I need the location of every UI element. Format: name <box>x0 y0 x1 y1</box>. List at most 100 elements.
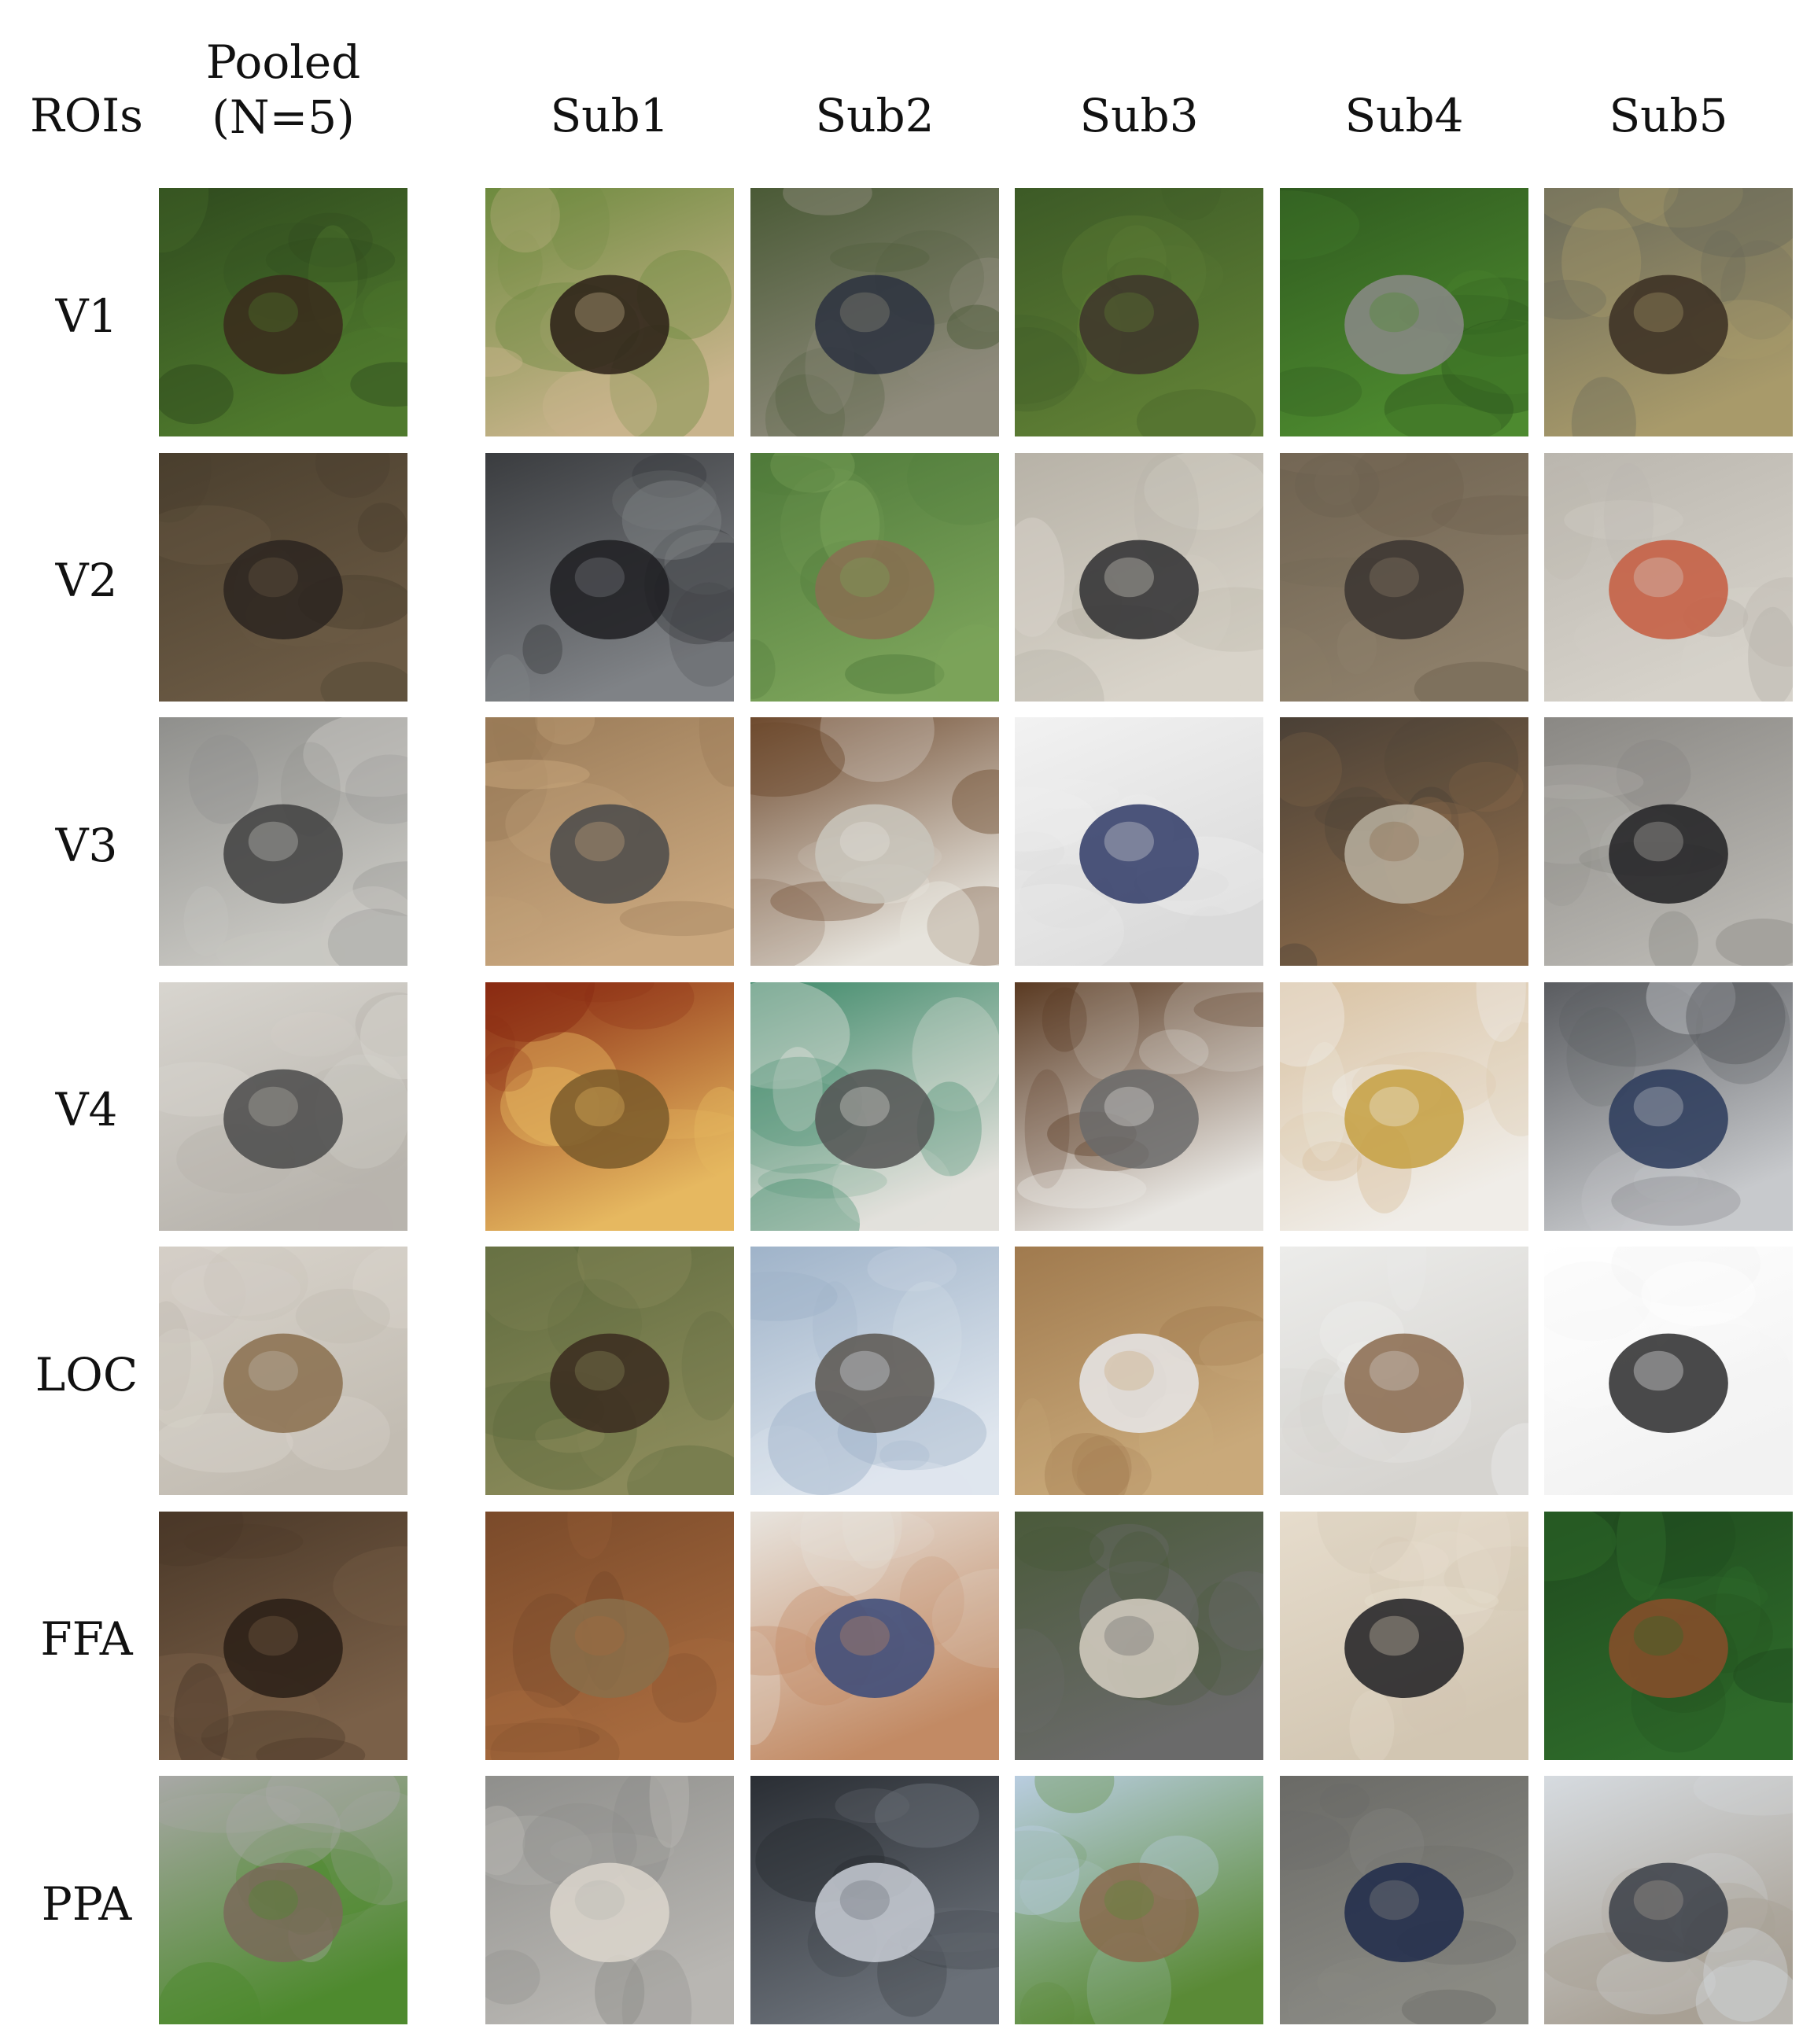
reconstruction-image-ppa-sub3 <box>1015 1776 1263 2024</box>
reconstruction-image-loc-sub2 <box>750 1247 999 1495</box>
row-label-ppa: PPA <box>41 1877 132 1931</box>
cow-in-field-icon <box>1015 1776 1263 2024</box>
row-label-v2: V2 <box>55 554 118 607</box>
child-face-icon <box>750 1512 999 1760</box>
reconstruction-image-v3-sub2 <box>750 717 999 966</box>
scrap-metal-icon <box>485 453 734 702</box>
reconstruction-image-v4-sub1 <box>485 982 734 1231</box>
insect-on-grass-icon <box>750 453 999 702</box>
flying-bird-icon <box>485 1247 734 1495</box>
reconstruction-image-v1-pooled <box>159 188 407 436</box>
reconstruction-image-v2-sub5 <box>1544 453 1793 702</box>
black-ape-icon <box>1280 1512 1528 1760</box>
person-on-cart-icon <box>750 188 999 436</box>
tangled-debris-icon <box>159 453 407 702</box>
sub5-column-header: Sub5 <box>1609 89 1728 142</box>
ring-object-icon <box>1280 1247 1528 1495</box>
tunnel-vehicle-icon <box>750 1776 999 2024</box>
retro-computer-icon <box>750 982 999 1231</box>
reconstruction-image-v4-pooled <box>159 982 407 1231</box>
reconstruction-image-ffa-sub3 <box>1015 1512 1263 1760</box>
row-label-ffa: FFA <box>40 1612 133 1666</box>
metal-boxes-icon <box>159 717 407 966</box>
device-panel-icon <box>1015 982 1263 1231</box>
rusty-machine-icon <box>1280 453 1528 702</box>
pooled-header-line2: (N=5) <box>212 90 355 144</box>
reconstruction-image-loc-pooled <box>159 1247 407 1495</box>
bag-object-icon <box>159 1247 407 1495</box>
reconstruction-image-ffa-sub2 <box>750 1512 999 1760</box>
reconstruction-image-v4-sub3 <box>1015 982 1263 1231</box>
row-label-v3: V3 <box>55 819 118 872</box>
reconstruction-image-v4-sub4 <box>1280 982 1528 1231</box>
forest-foliage-icon <box>159 188 407 436</box>
metal-flower-icon <box>1280 188 1528 436</box>
bison-icon <box>485 188 734 436</box>
animal-statue-icon <box>750 1247 999 1495</box>
reconstruction-image-v3-sub3 <box>1015 717 1263 966</box>
reconstruction-image-v1-sub3 <box>1015 188 1263 436</box>
reconstruction-image-loc-sub1 <box>485 1247 734 1495</box>
control-panel-icon <box>159 982 407 1231</box>
white-plate-icon <box>1280 982 1528 1231</box>
shelf-items-icon <box>1280 717 1528 966</box>
steel-cabinet-icon <box>1544 982 1793 1231</box>
white-bags-icon <box>750 717 999 966</box>
sub2-column-header: Sub2 <box>815 89 935 142</box>
sub1-column-header: Sub1 <box>550 89 669 142</box>
reconstruction-image-ffa-sub4 <box>1280 1512 1528 1760</box>
reconstruction-image-ppa-pooled <box>159 1776 407 2024</box>
reconstruction-image-v2-sub4 <box>1280 453 1528 702</box>
car-parts-icon <box>1015 717 1263 966</box>
reconstruction-image-v2-sub2 <box>750 453 999 702</box>
reconstruction-image-v3-sub5 <box>1544 717 1793 966</box>
reconstruction-image-v1-sub5 <box>1544 188 1793 436</box>
reconstruction-image-v1-sub1 <box>485 188 734 436</box>
rois-column-header: ROIs <box>30 89 143 142</box>
reconstruction-image-v1-sub2 <box>750 188 999 436</box>
stone-with-red-icon <box>1544 453 1793 702</box>
street-car-icon <box>1544 1776 1793 2024</box>
reconstruction-image-ppa-sub2 <box>750 1776 999 2024</box>
bear-cub-icon <box>1015 188 1263 436</box>
pooled-column-header: Pooled (N=5) <box>157 39 409 149</box>
wrecked-car-icon <box>1280 1776 1528 2024</box>
row-label-v4: V4 <box>55 1083 118 1136</box>
engine-object-icon <box>1544 1247 1793 1495</box>
pooled-header-line1: Pooled <box>205 35 361 89</box>
reconstruction-image-v3-sub1 <box>485 717 734 966</box>
reconstruction-image-ppa-sub5 <box>1544 1776 1793 2024</box>
furry-creature-icon <box>485 1776 734 2024</box>
appliance-table-icon <box>485 717 734 966</box>
row-label-v1: V1 <box>55 289 118 343</box>
reconstruction-image-ffa-sub1 <box>485 1512 734 1760</box>
reconstruction-image-loc-sub5 <box>1544 1247 1793 1495</box>
sub3-column-header: Sub3 <box>1079 89 1199 142</box>
man-with-dog-icon <box>1015 1512 1263 1760</box>
tribal-figures-icon <box>1544 188 1793 436</box>
reconstruction-image-v2-sub3 <box>1015 453 1263 702</box>
reconstruction-image-v2-sub1 <box>485 453 734 702</box>
reconstruction-image-v4-sub2 <box>750 982 999 1231</box>
reconstruction-image-v3-sub4 <box>1280 717 1528 966</box>
reconstruction-image-ppa-sub4 <box>1280 1776 1528 2024</box>
reconstruction-image-loc-sub4 <box>1280 1247 1528 1495</box>
animal-snout-icon <box>1544 1512 1793 1760</box>
vehicle-front-icon <box>1015 1247 1263 1495</box>
monkey-face-icon <box>159 1512 407 1760</box>
reconstruction-image-v1-sub4 <box>1280 188 1528 436</box>
reconstruction-image-ppa-sub1 <box>485 1776 734 2024</box>
sub4-column-header: Sub4 <box>1344 89 1464 142</box>
bicycle-rack-icon <box>1544 717 1793 966</box>
reconstruction-image-ffa-pooled <box>159 1512 407 1760</box>
reconstruction-image-loc-sub3 <box>1015 1247 1263 1495</box>
small-animal-icon <box>485 1512 734 1760</box>
reconstruction-image-ffa-sub5 <box>1544 1512 1793 1760</box>
reconstruction-image-v4-sub5 <box>1544 982 1793 1231</box>
reconstruction-image-v3-pooled <box>159 717 407 966</box>
building-courtyard-icon <box>159 1776 407 2024</box>
reconstruction-image-v2-pooled <box>159 453 407 702</box>
ornate-object-icon <box>1015 453 1263 702</box>
yellow-board-icon <box>485 982 734 1231</box>
row-label-loc: LOC <box>35 1348 138 1401</box>
